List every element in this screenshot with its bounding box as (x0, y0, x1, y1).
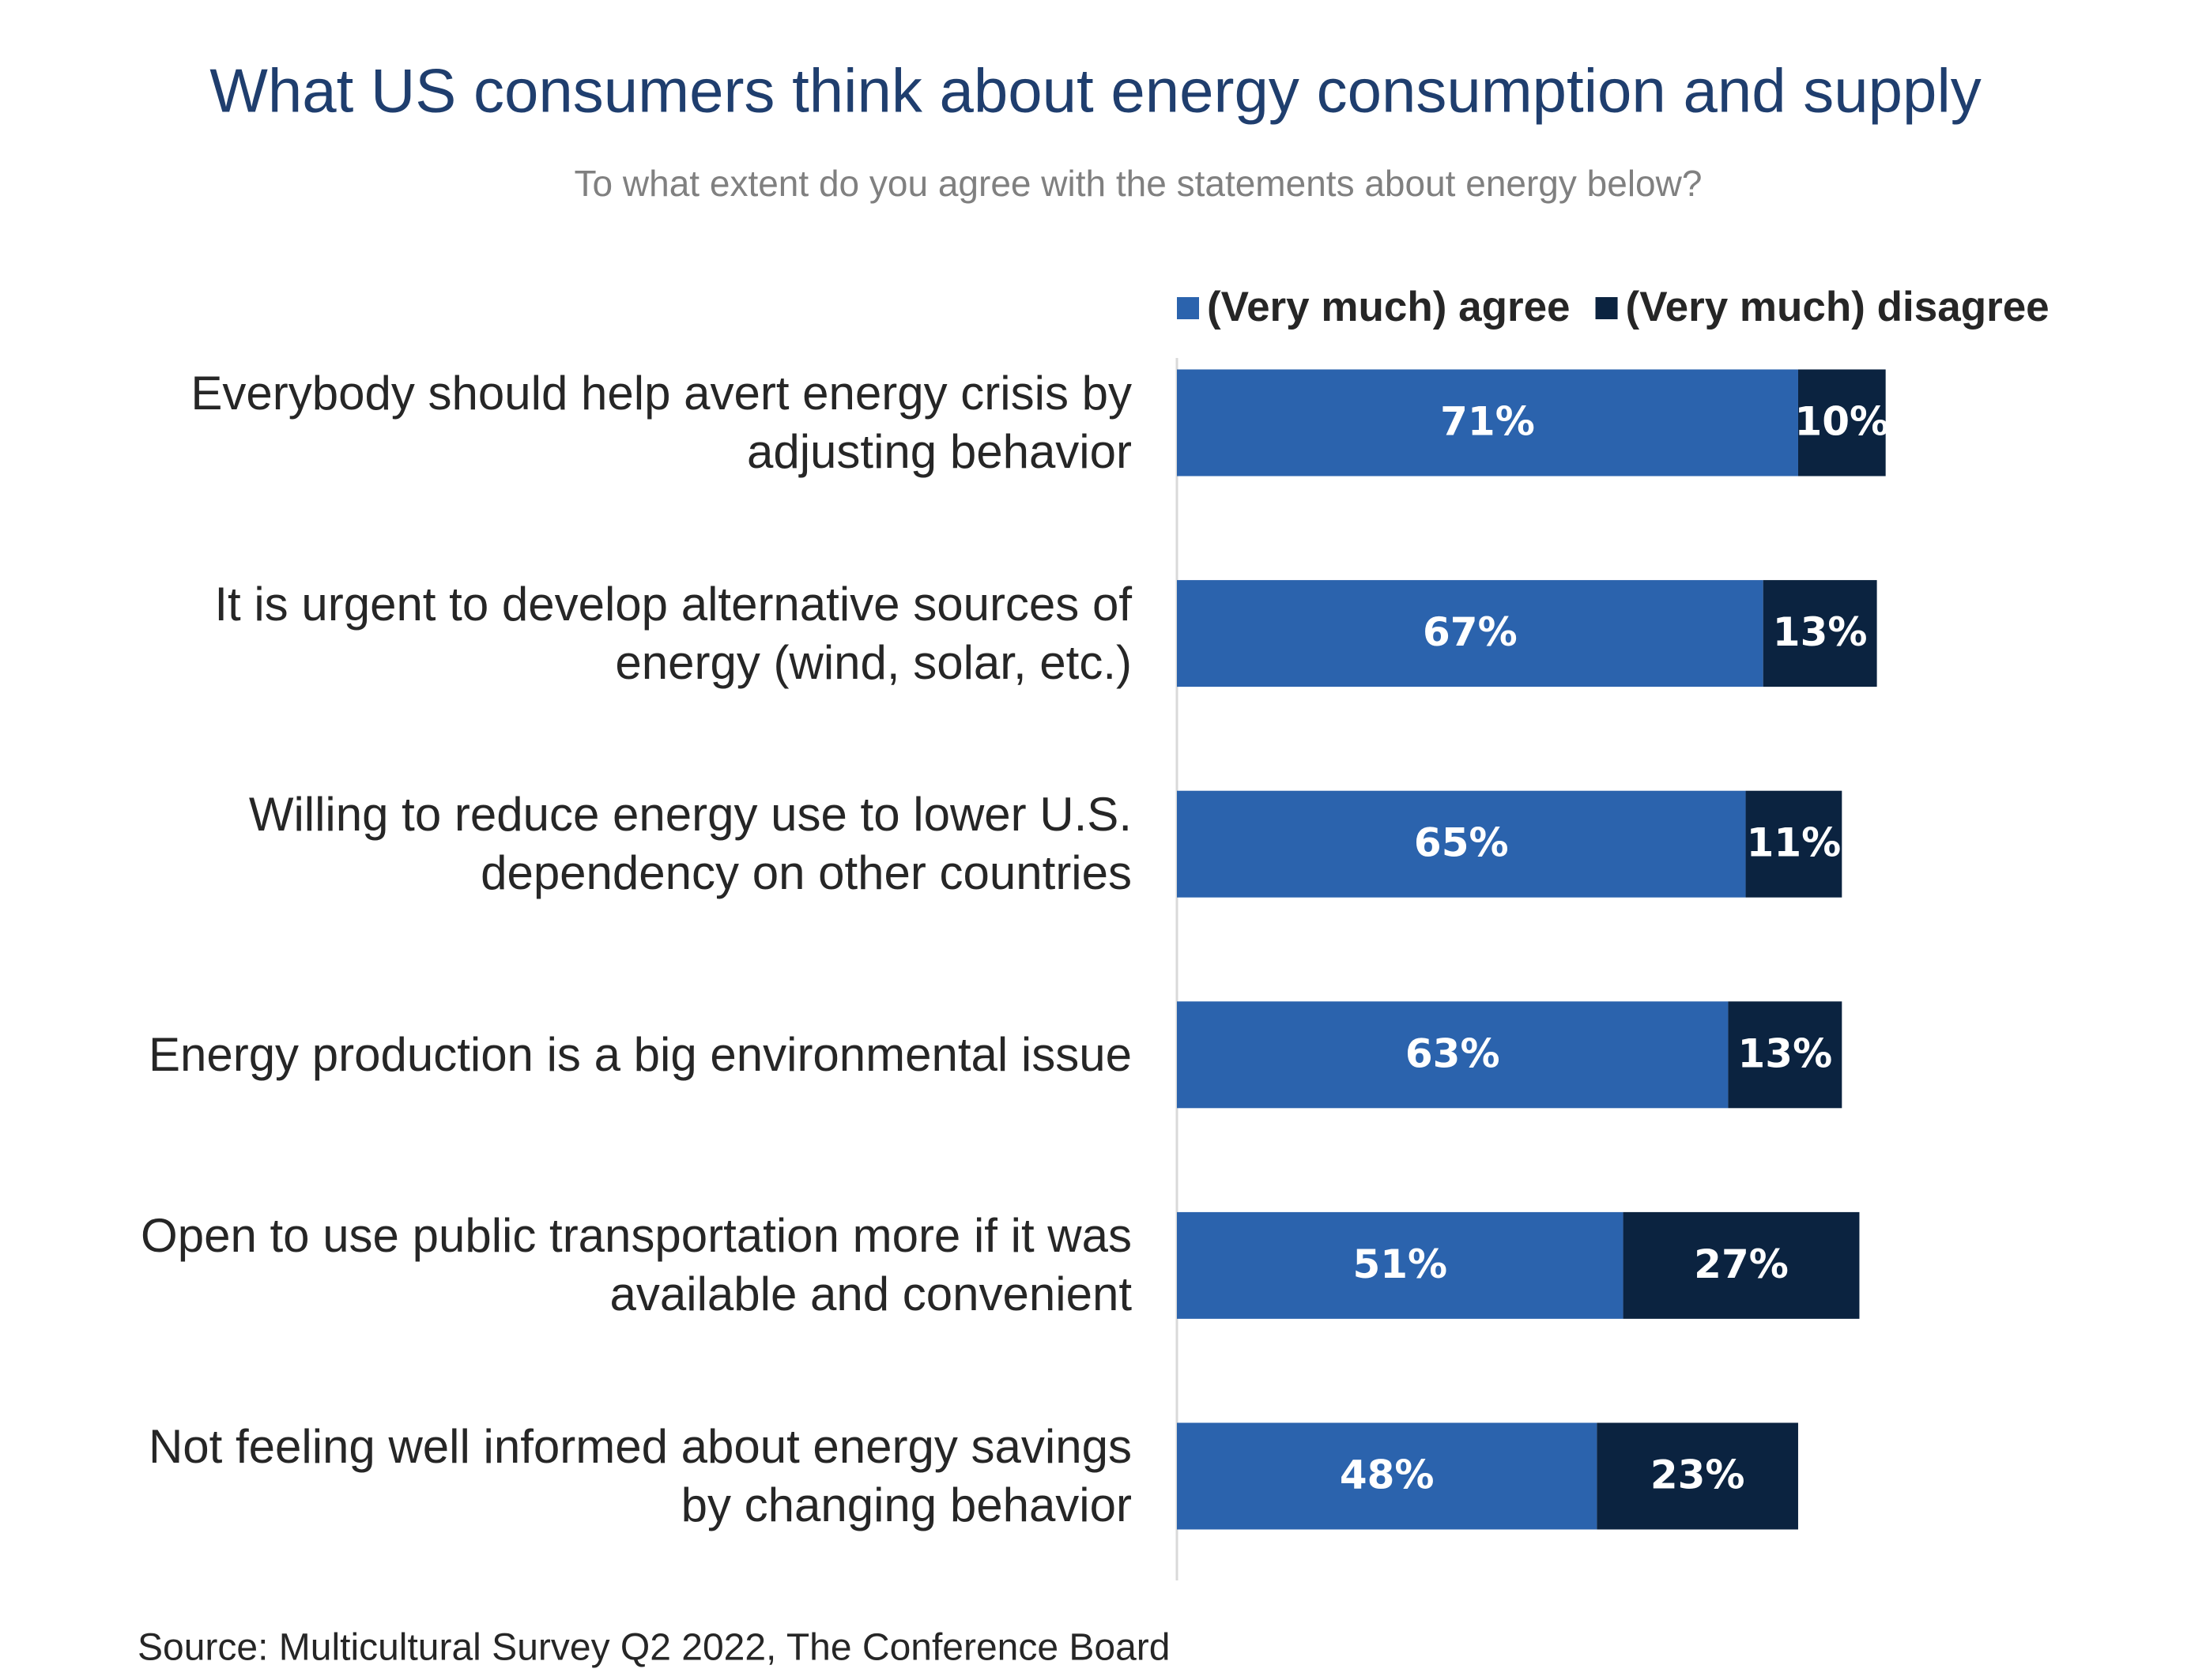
bar-segment (1177, 580, 1763, 687)
bar-segment (1797, 369, 1886, 477)
category-label: Not feeling well informed about energy s… (148, 1420, 1132, 1531)
chart-subtitle: To what extent do you agree with the sta… (575, 163, 1703, 204)
value-label: 71% (1440, 399, 1535, 445)
category-label: Energy production is a big environmental… (148, 1027, 1132, 1081)
legend-label: (Very much) disagree (1626, 284, 2050, 330)
value-label: 11% (1747, 820, 1842, 866)
bar-segment (1177, 1422, 1597, 1530)
legend-swatch (1177, 297, 1199, 319)
value-label: 13% (1738, 1030, 1833, 1076)
bar-segment (1177, 1001, 1729, 1109)
value-label: 63% (1405, 1030, 1500, 1076)
bar-segment (1177, 1211, 1623, 1319)
legend-swatch (1595, 297, 1618, 319)
source-note: Source: Multicultural Survey Q2 2022, Th… (138, 1627, 1170, 1669)
category-label: Willing to reduce energy use to lower U.… (248, 788, 1132, 900)
value-label: 51% (1352, 1241, 1447, 1287)
bar-segment (1623, 1211, 1860, 1319)
category-label: Open to use public transportation more i… (141, 1209, 1132, 1321)
legend-label: (Very much) agree (1207, 284, 1571, 330)
chart-title: What US consumers think about energy con… (209, 56, 1982, 126)
bar-segment (1177, 790, 1746, 898)
category-label: It is urgent to develop alternative sour… (214, 577, 1132, 689)
bar-segment (1763, 580, 1877, 687)
value-label: 13% (1773, 609, 1868, 655)
value-label: 67% (1423, 609, 1518, 655)
bar-segment (1728, 1001, 1842, 1109)
value-label: 10% (1794, 399, 1889, 445)
bar-segment (1745, 790, 1842, 898)
value-label: 23% (1650, 1452, 1745, 1498)
bar-segment (1597, 1422, 1798, 1530)
value-label: 48% (1340, 1452, 1435, 1498)
value-label: 27% (1694, 1241, 1789, 1287)
bar-segment (1177, 369, 1798, 477)
category-label: Everybody should help avert energy crisi… (190, 367, 1132, 478)
value-label: 65% (1414, 820, 1509, 866)
